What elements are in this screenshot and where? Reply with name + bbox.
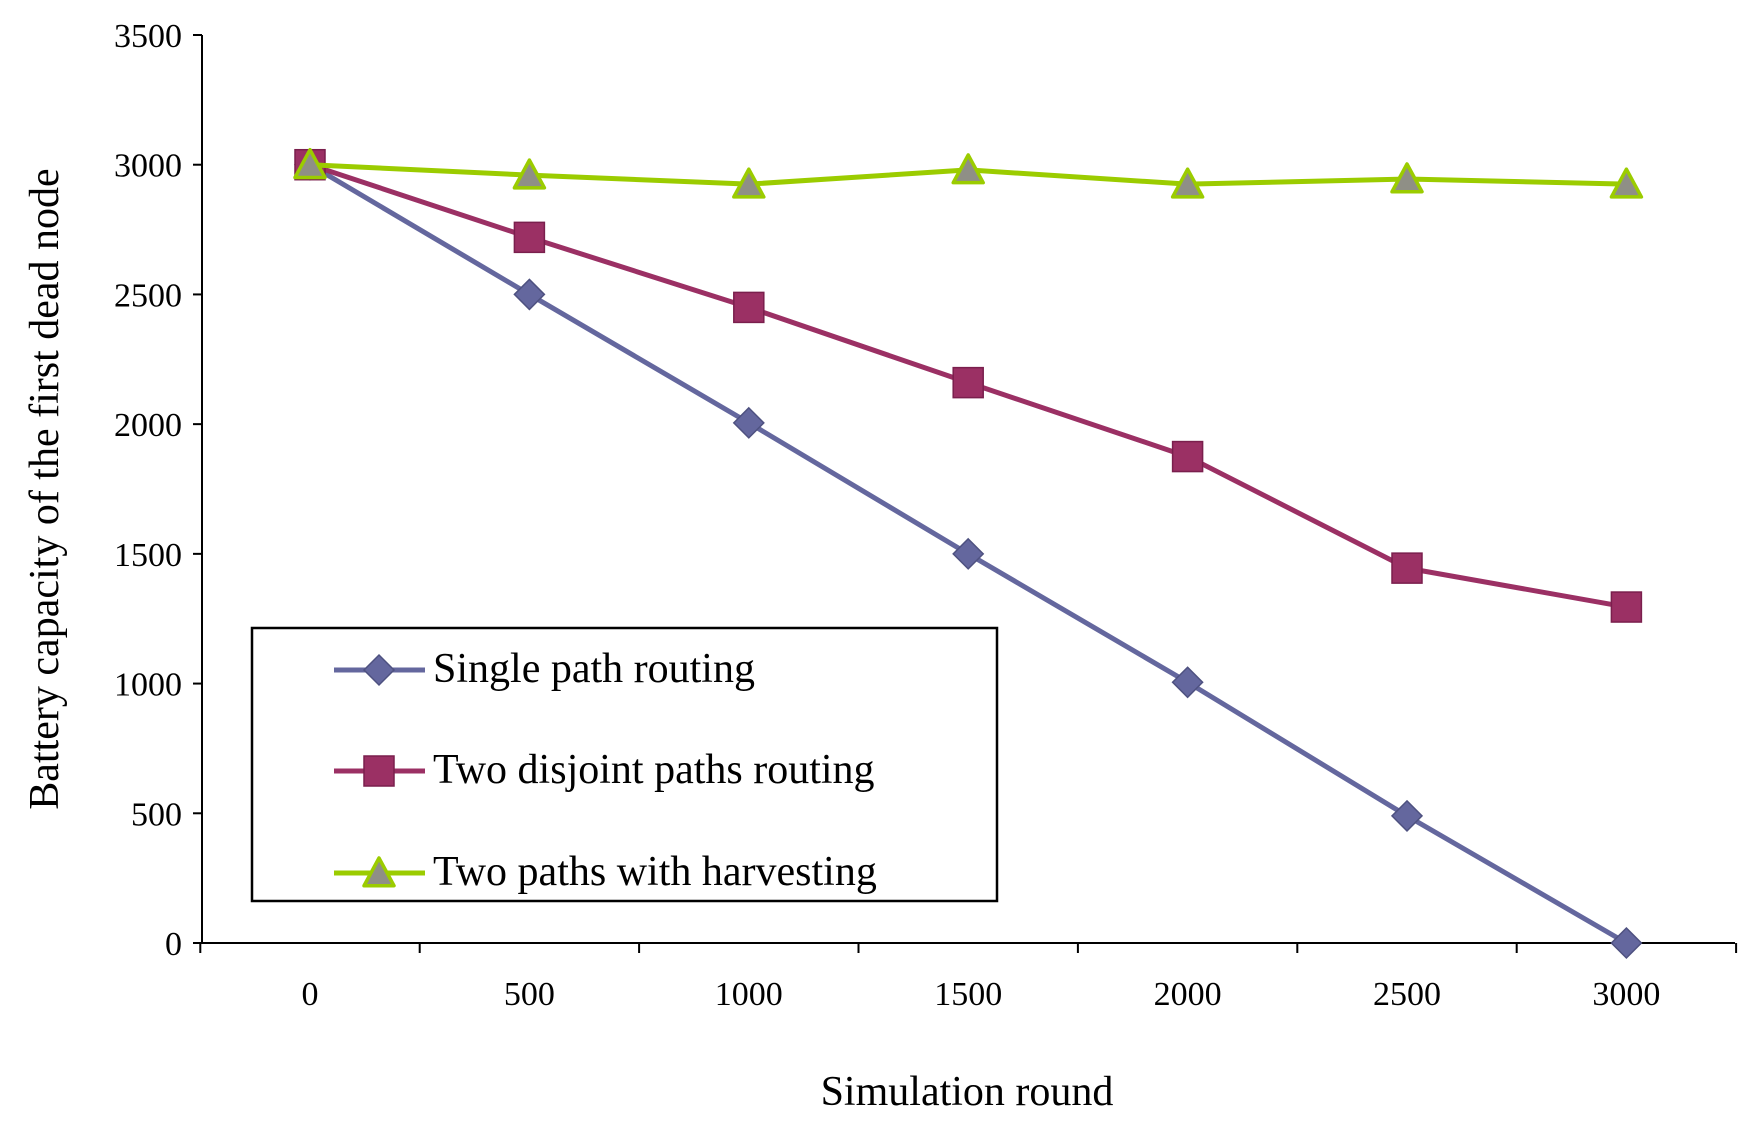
data-point (952, 366, 984, 399)
data-point (293, 147, 327, 180)
y-axis-title: Battery capacity of the first dead node (22, 168, 68, 809)
data-point (1610, 591, 1643, 623)
y-ticks: 0 500 1000 1500 2000 2500 3000 3500 (114, 18, 202, 963)
legend: Single path routing Two disjoint paths r… (250, 626, 999, 903)
legend-swatches (334, 653, 425, 888)
data-point (732, 167, 766, 199)
data-point (1391, 552, 1423, 584)
series-1 (293, 148, 1643, 960)
x-tick-label: 3000 (1592, 976, 1660, 1013)
y-tick-label: 2500 (114, 277, 182, 314)
x-ticks: 0 500 1000 1500 2000 2500 3000 (199, 943, 1738, 1013)
y-tick-label: 1500 (114, 537, 182, 574)
data-point (952, 537, 985, 570)
x-tick-label: 1500 (934, 976, 1002, 1013)
x-tick-label: 2000 (1154, 976, 1222, 1013)
y-tick-label: 0 (165, 926, 182, 963)
data-point (1390, 162, 1424, 194)
legend-label-two-paths-harvesting: Two paths with harvesting (433, 849, 877, 895)
data-point (1170, 167, 1205, 199)
legend-label-single-path: Single path routing (433, 646, 755, 692)
data-point (732, 406, 765, 439)
y-tick-label: 1000 (114, 667, 182, 704)
y-tick-label: 3000 (114, 148, 182, 185)
data-point (951, 153, 985, 185)
y-tick-label: 3500 (114, 18, 182, 55)
y-tick-label: 500 (131, 796, 182, 833)
data-point (1609, 167, 1644, 199)
x-tick-label: 1000 (715, 976, 783, 1013)
data-point (513, 278, 546, 311)
series-layer (293, 147, 1644, 960)
series-3 (293, 147, 1644, 199)
data-point (1610, 926, 1643, 960)
legend-swatch-marker (362, 653, 396, 687)
data-point (512, 158, 547, 190)
x-axis-title: Simulation round (821, 1069, 1114, 1115)
data-point (1171, 440, 1204, 473)
axes (201, 35, 1735, 944)
data-point (513, 221, 546, 254)
data-point (733, 291, 765, 324)
x-tick-label: 500 (504, 976, 555, 1013)
legend-label-two-disjoint-paths: Two disjoint paths routing (433, 747, 875, 793)
series-2 (294, 148, 1643, 623)
data-point (1171, 666, 1204, 699)
y-tick-label: 2000 (114, 407, 182, 444)
x-tick-label: 2500 (1373, 976, 1441, 1013)
legend-swatch-marker (363, 755, 395, 787)
x-tick-label: 0 (302, 976, 319, 1013)
legend-swatch-marker (362, 856, 396, 888)
data-point (1390, 799, 1424, 832)
